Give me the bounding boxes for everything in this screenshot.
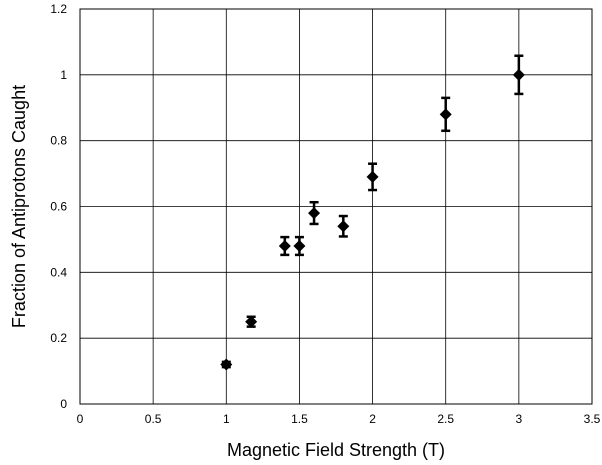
x-tick-label: 0 xyxy=(77,412,84,426)
data-point-marker xyxy=(293,240,306,252)
data-markers xyxy=(220,68,525,371)
x-tick-label: 3.5 xyxy=(584,412,601,426)
data-point-marker xyxy=(308,207,321,220)
y-axis-title: Fraction of Antiprotons Caught xyxy=(9,85,29,328)
x-tick-labels: 0 0.5 1 1.5 2 2.5 3 3.5 xyxy=(77,412,601,426)
y-tick-label: 0.8 xyxy=(50,134,67,148)
data-point-marker xyxy=(220,358,233,371)
y-tick-label: 1 xyxy=(60,68,67,82)
y-tick-label: 1.2 xyxy=(50,2,67,16)
y-tick-labels: 0 0.2 0.4 0.6 0.8 1 1.2 xyxy=(50,2,67,411)
y-tick-label: 0 xyxy=(60,397,67,411)
x-tick-label: 0.5 xyxy=(145,412,162,426)
x-tick-label: 2 xyxy=(369,412,376,426)
x-axis-title: Magnetic Field Strength (T) xyxy=(227,440,445,460)
data-point-marker xyxy=(245,315,258,328)
data-point-marker xyxy=(337,220,350,233)
data-point-marker xyxy=(366,170,379,183)
data-point-marker xyxy=(512,68,525,81)
data-point-marker xyxy=(278,240,291,252)
grid-lines xyxy=(79,8,593,405)
x-tick-label: 3 xyxy=(516,412,523,426)
y-tick-label: 0.2 xyxy=(50,331,67,345)
plot-frame xyxy=(79,8,593,405)
x-tick-label: 1 xyxy=(223,412,230,426)
x-tick-label: 1.5 xyxy=(291,412,308,426)
data-point-marker xyxy=(439,108,452,121)
x-tick-label: 2.5 xyxy=(437,412,454,426)
y-tick-label: 0.4 xyxy=(50,265,67,279)
y-tick-label: 0.6 xyxy=(50,200,67,214)
